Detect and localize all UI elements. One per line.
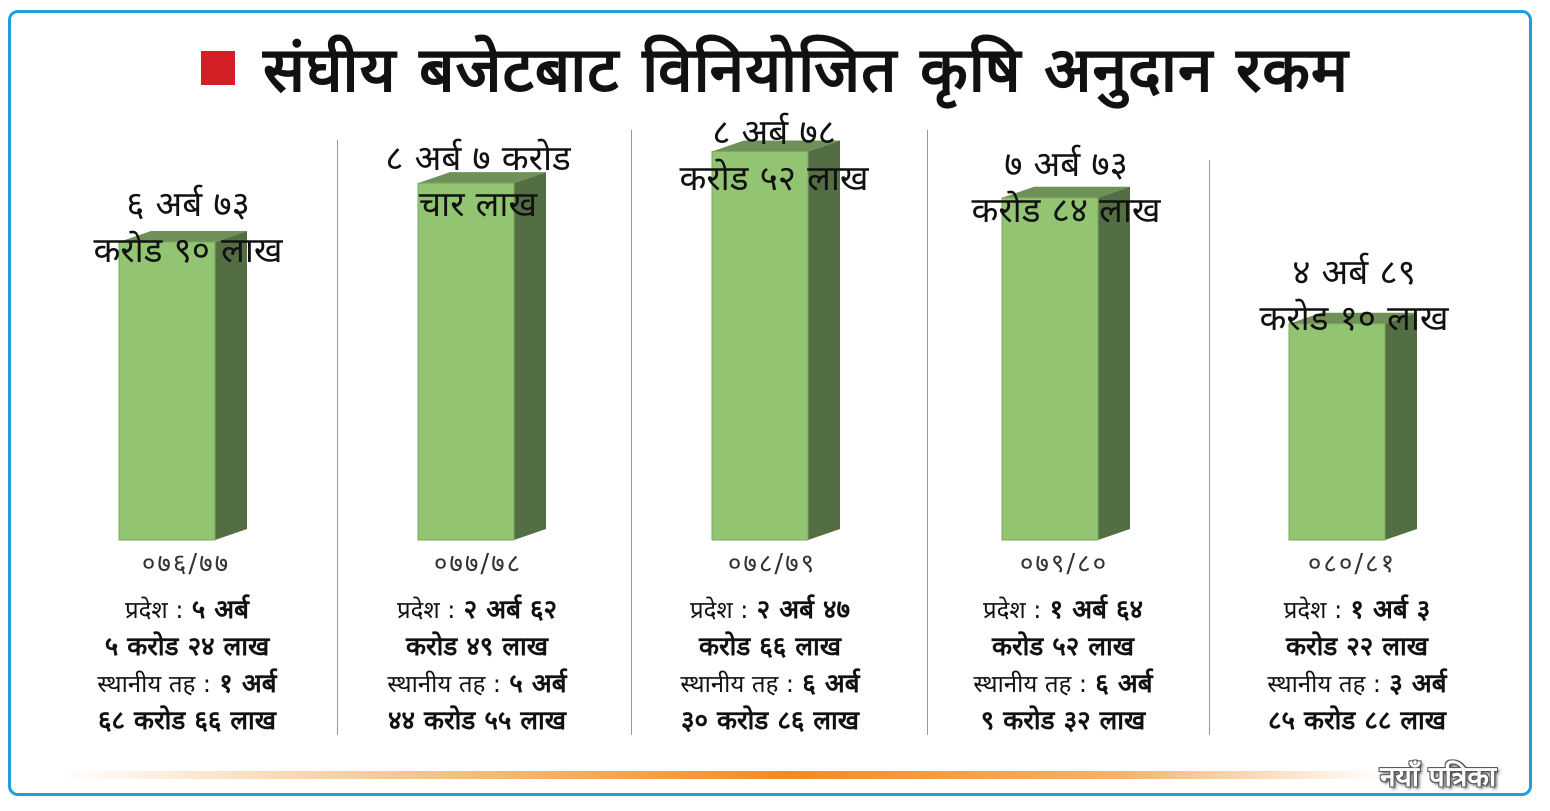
column-divider — [927, 130, 928, 735]
x-tick-label: ०७६/७७ — [141, 549, 231, 579]
bar-value-label: ८ अर्ब ७ करोड चार लाख — [348, 136, 608, 228]
local-allocation: स्थानीय तह : १ अर्ब — [97, 669, 277, 699]
bar-top-face — [712, 140, 840, 152]
local-allocation: स्थानीय तह : ५ अर्ब — [387, 669, 567, 699]
bar — [118, 231, 247, 541]
bar-front-face — [417, 182, 515, 541]
province-allocation-rest: करोड २२ लाख — [1285, 632, 1429, 662]
bar-value-line2: चार लाख — [418, 185, 538, 225]
bar-side-face — [514, 172, 546, 540]
local-allocation-rest: ३० करोड ८६ लाख — [680, 706, 860, 736]
bar — [711, 140, 840, 541]
bar — [1288, 312, 1417, 541]
allocation-breakdown: प्रदेश : ५ अर्ब ५ करोड २४ लाख स्थानीय तह… — [42, 592, 332, 740]
bar-top-face — [119, 231, 247, 242]
province-allocation: प्रदेश : १ अर्ब ६४ — [982, 595, 1144, 625]
bar-value-label: ७ अर्ब ७३ करोड ८४ लाख — [936, 142, 1196, 234]
bar-front-face — [118, 241, 216, 541]
bar-side-face — [1385, 312, 1417, 540]
chart-title: संघीय बजेटबाट विनियोजित कृषि अनुदान रकम — [262, 33, 1349, 106]
local-allocation: स्थानीय तह : ६ अर्ब — [973, 669, 1153, 699]
local-allocation-rest: ६८ करोड ६६ लाख — [97, 706, 277, 736]
chart-frame — [8, 10, 1532, 796]
bar-value-line2: करोड ९० लाख — [93, 231, 283, 271]
local-allocation-rest: ८५ करोड ८८ लाख — [1267, 706, 1447, 736]
bar-front-face — [711, 151, 809, 541]
province-allocation-rest: करोड ५२ लाख — [991, 632, 1135, 662]
bar-side-face — [1098, 186, 1130, 540]
province-allocation-rest: करोड ६६ लाख — [698, 632, 842, 662]
bar-top-face — [1002, 186, 1130, 198]
bar-top-face — [1289, 312, 1417, 324]
bar-value-line2: करोड ८४ लाख — [971, 191, 1161, 231]
bar-front-face — [1001, 197, 1099, 541]
bar-value-line1: ८ अर्ब ७ करोड — [385, 139, 571, 179]
column-divider — [1209, 160, 1210, 735]
bar-value-line2: करोड १० लाख — [1259, 299, 1449, 339]
bar-value-label: ८ अर्ब ७८ करोड ५२ लाख — [644, 110, 904, 202]
province-allocation-rest: ५ करोड २४ लाख — [104, 632, 270, 662]
local-allocation: स्थानीय तह : ३ अर्ब — [1267, 669, 1447, 699]
province-allocation-rest: करोड ४९ लाख — [405, 632, 549, 662]
local-allocation-rest: ९ करोड ३२ लाख — [980, 706, 1146, 736]
x-tick-label: ०७९/८० — [1019, 549, 1109, 579]
province-allocation: प्रदेश : १ अर्ब ३ — [1283, 595, 1431, 625]
allocation-breakdown: प्रदेश : १ अर्ब ६४ करोड ५२ लाख स्थानीय त… — [918, 592, 1208, 740]
local-allocation: स्थानीय तह : ६ अर्ब — [680, 669, 860, 699]
bar-value-label: ६ अर्ब ७३ करोड ९० लाख — [58, 182, 318, 274]
bar-value-line2: करोड ५२ लाख — [679, 159, 869, 199]
allocation-breakdown: प्रदेश : १ अर्ब ३ करोड २२ लाख स्थानीय तह… — [1212, 592, 1502, 740]
x-tick-label: ०८०/८१ — [1307, 549, 1397, 579]
bar-value-line1: ८ अर्ब ७८ — [712, 113, 836, 153]
bar — [1001, 186, 1130, 541]
chart-header: संघीय बजेटबाट विनियोजित कृषि अनुदान रकम — [0, 28, 1550, 108]
bar-side-face — [808, 140, 840, 540]
province-allocation: प्रदेश : ५ अर्ब — [125, 595, 249, 625]
title-bullet-square — [200, 51, 235, 85]
bar-value-line1: ४ अर्ब ८९ — [1292, 253, 1416, 293]
province-allocation: प्रदेश : २ अर्ब ४७ — [689, 595, 851, 625]
bar-value-line1: ६ अर्ब ७३ — [126, 185, 250, 225]
x-tick-label: ०७८/७९ — [727, 549, 817, 579]
footer-divider — [60, 771, 1380, 779]
column-divider — [631, 130, 632, 735]
allocation-breakdown: प्रदेश : २ अर्ब ६२ करोड ४९ लाख स्थानीय त… — [332, 592, 622, 740]
bar-value-label: ४ अर्ब ८९ करोड १० लाख — [1224, 250, 1484, 342]
bar-side-face — [215, 231, 247, 540]
publisher-logo: नयाँ पत्रिका — [1380, 760, 1497, 793]
bar-top-face — [418, 172, 546, 184]
bar — [417, 172, 546, 541]
province-allocation: प्रदेश : २ अर्ब ६२ — [396, 595, 558, 625]
column-divider — [337, 140, 338, 735]
local-allocation-rest: ४४ करोड ५५ लाख — [387, 706, 567, 736]
bar-value-line1: ७ अर्ब ७३ — [1004, 145, 1128, 185]
allocation-breakdown: प्रदेश : २ अर्ब ४७ करोड ६६ लाख स्थानीय त… — [625, 592, 915, 740]
bar-front-face — [1288, 323, 1386, 541]
x-tick-label: ०७७/७८ — [433, 549, 523, 579]
